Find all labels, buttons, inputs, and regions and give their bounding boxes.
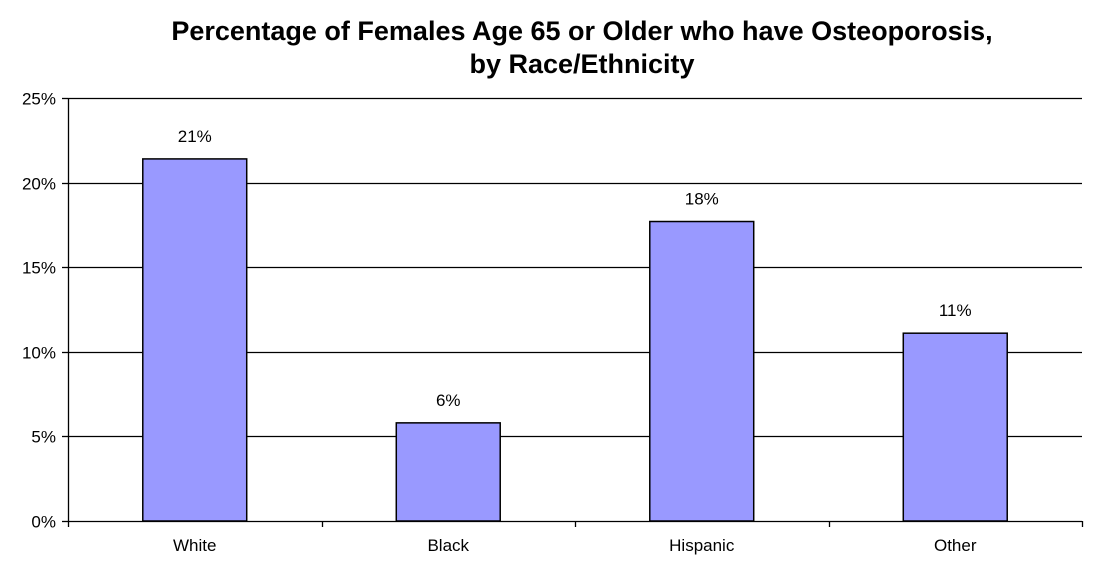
bars (142, 158, 1008, 522)
data-label: 21% (178, 127, 212, 146)
data-label: 18% (685, 190, 719, 209)
x-category-label: White (173, 536, 216, 555)
chart-title-line-1: Percentage of Females Age 65 or Older wh… (171, 16, 992, 46)
chart-title-line-2: by Race/Ethnicity (469, 49, 694, 79)
bar-hispanic (649, 220, 755, 522)
data-label: 11% (939, 301, 972, 320)
y-tick-label: 5% (31, 428, 56, 447)
y-tick-label: 25% (22, 90, 56, 109)
labels: 0% 5% 10% 15% 20% 25% 21% White 6% Black 18% Hispan… (22, 90, 977, 556)
y-tick-label: 15% (22, 259, 56, 278)
x-category-label: Black (427, 536, 469, 555)
x-category-label: Other (934, 536, 977, 555)
y-tick-label: 0% (31, 513, 56, 532)
data-label: 6% (436, 391, 461, 410)
x-category-label: Hispanic (669, 536, 735, 555)
y-tick-label: 10% (22, 344, 56, 363)
bar-other (902, 332, 1008, 522)
y-tick-label: 20% (22, 175, 56, 194)
bar-black (395, 422, 501, 522)
bar-white (142, 158, 248, 522)
axes (62, 97, 1084, 527)
